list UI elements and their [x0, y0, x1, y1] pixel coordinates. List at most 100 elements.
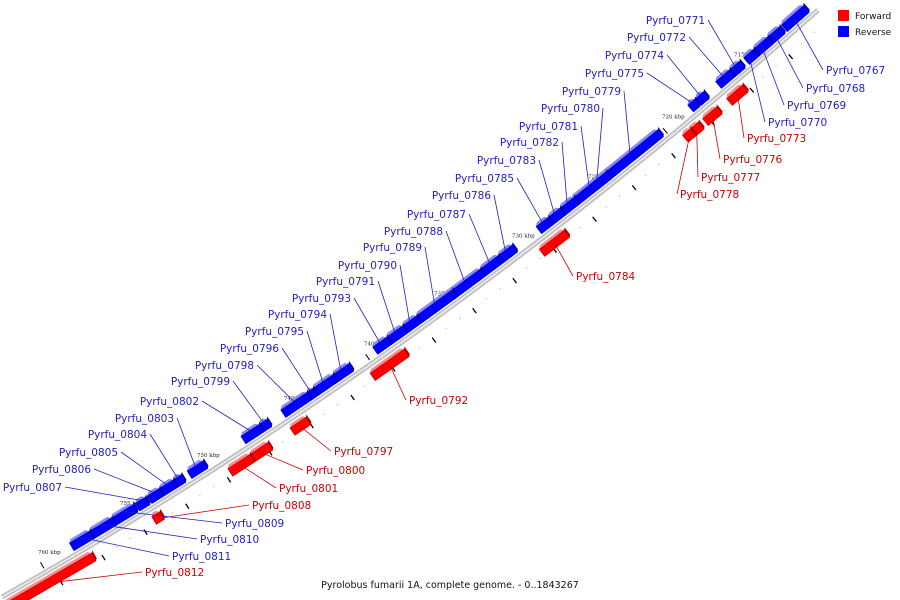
gene-label[interactable]: Pyrfu_0771: [646, 15, 705, 27]
gene-block[interactable]: [725, 81, 750, 106]
gene-block[interactable]: [742, 46, 761, 66]
gene-label[interactable]: Pyrfu_0774: [605, 50, 665, 62]
scale-dot: [762, 76, 764, 78]
gene-label[interactable]: Pyrfu_0794: [268, 309, 328, 321]
leader-line: [748, 53, 766, 123]
gene-block[interactable]: [368, 346, 411, 381]
scale-dot: [671, 152, 676, 159]
leader-line: [707, 19, 735, 66]
leader-line: [79, 536, 170, 557]
scale-dot: [775, 65, 777, 67]
gene-label[interactable]: Pyrfu_0789: [363, 242, 422, 254]
gene-label[interactable]: Pyrfu_0776: [723, 154, 783, 166]
gene-block[interactable]: [248, 439, 274, 463]
gene-label[interactable]: Pyrfu_0788: [384, 226, 443, 238]
scale-dot: [631, 184, 637, 191]
scale-dot: [485, 297, 488, 300]
leader-line: [261, 452, 304, 471]
gene-label[interactable]: Pyrfu_0812: [145, 567, 204, 579]
gene-block[interactable]: [779, 2, 810, 33]
gene-label[interactable]: Pyrfu_0801: [279, 483, 338, 495]
gene-label[interactable]: Pyrfu_0779: [562, 86, 621, 98]
gene-label[interactable]: Pyrfu_0808: [252, 500, 311, 512]
legend: Forward Reverse: [838, 10, 892, 38]
gene-label[interactable]: Pyrfu_0775: [585, 68, 644, 80]
leader-line: [377, 280, 395, 332]
gene-label[interactable]: Pyrfu_0773: [747, 133, 806, 145]
gene-block[interactable]: [226, 451, 256, 477]
gene-label[interactable]: Pyrfu_0781: [519, 121, 578, 133]
scale-dot: [445, 327, 447, 330]
gene-block[interactable]: [134, 494, 152, 512]
gene-label[interactable]: Pyrfu_0769: [787, 100, 846, 112]
leader-line: [100, 524, 198, 540]
gene-block[interactable]: [4, 550, 98, 600]
leader-line: [256, 364, 295, 402]
gene-block[interactable]: [537, 227, 571, 257]
leader-line: [353, 297, 380, 343]
gene-label[interactable]: Pyrfu_0787: [407, 209, 466, 221]
gene-block[interactable]: [288, 414, 312, 436]
gene-block[interactable]: [110, 501, 140, 527]
gene-label[interactable]: Pyrfu_0802: [140, 396, 199, 408]
gene-block[interactable]: [701, 103, 724, 127]
gene-label[interactable]: Pyrfu_0782: [500, 137, 559, 149]
leader-line: [122, 510, 223, 524]
gene-label[interactable]: Pyrfu_0799: [171, 376, 230, 388]
gene-label[interactable]: Pyrfu_0804: [88, 429, 148, 441]
legend-forward-swatch: [838, 10, 849, 21]
gene-label[interactable]: Pyrfu_0783: [477, 155, 536, 167]
gene-label[interactable]: Pyrfu_0790: [338, 260, 397, 272]
leader-line: [760, 43, 785, 106]
gene-label[interactable]: Pyrfu_0806: [32, 464, 92, 476]
leader-line: [596, 107, 604, 180]
scale-dot: [579, 226, 581, 229]
scale-tick-label: 730 kbp: [512, 233, 535, 239]
gene-label[interactable]: Pyrfu_0786: [432, 190, 492, 202]
gene-block[interactable]: [681, 125, 698, 143]
scale-dot: [143, 529, 148, 536]
gene-label[interactable]: Pyrfu_0792: [409, 395, 468, 407]
gene-block[interactable]: [752, 34, 775, 57]
leader-line: [792, 15, 824, 71]
gene-label[interactable]: Pyrfu_0778: [680, 189, 739, 201]
leader-line: [773, 31, 804, 89]
gene-label[interactable]: Pyrfu_0777: [701, 172, 760, 184]
leader-line: [554, 243, 574, 277]
gene-label[interactable]: Pyrfu_0809: [225, 518, 284, 530]
gene-block[interactable]: [68, 528, 96, 552]
gene-label[interactable]: Pyrfu_0795: [245, 326, 304, 338]
gene-label[interactable]: Pyrfu_0800: [306, 465, 365, 477]
gene-label[interactable]: Pyrfu_0785: [455, 173, 514, 185]
gene-label[interactable]: Pyrfu_0797: [334, 446, 393, 458]
scale-dot: [115, 546, 117, 548]
gene-label[interactable]: Pyrfu_0772: [627, 32, 686, 44]
leader-line: [737, 95, 745, 139]
gene-block[interactable]: [146, 485, 166, 504]
gene-label[interactable]: Pyrfu_0767: [826, 65, 885, 77]
gene-label[interactable]: Pyrfu_0791: [316, 276, 375, 288]
gene-label[interactable]: Pyrfu_0796: [220, 343, 280, 355]
leader-line: [676, 135, 691, 195]
scale-dot: [618, 195, 621, 198]
scale-tick: [40, 562, 45, 569]
legend-reverse-label: Reverse: [855, 28, 892, 38]
map-caption: Pyrolobus fumarii 1A, complete genome. -…: [321, 580, 579, 591]
gene-label[interactable]: Pyrfu_0784: [576, 271, 636, 283]
scale-dot: [350, 394, 355, 401]
gene-label[interactable]: Pyrfu_0811: [172, 551, 231, 563]
leader-line: [241, 465, 277, 489]
gene-label[interactable]: Pyrfu_0807: [3, 482, 62, 494]
gene-label[interactable]: Pyrfu_0770: [768, 117, 827, 129]
gene-block[interactable]: [88, 514, 118, 540]
gene-label[interactable]: Pyrfu_0810: [200, 534, 259, 546]
gene-label[interactable]: Pyrfu_0798: [195, 360, 254, 372]
gene-label[interactable]: Pyrfu_0805: [59, 447, 118, 459]
gene-label[interactable]: Pyrfu_0780: [541, 103, 600, 115]
gene-label[interactable]: Pyrfu_0768: [806, 83, 865, 95]
gene-label[interactable]: Pyrfu_0803: [115, 413, 174, 425]
scale-dot: [336, 404, 339, 406]
scale-dot: [226, 476, 232, 483]
gene-label[interactable]: Pyrfu_0793: [292, 293, 351, 305]
